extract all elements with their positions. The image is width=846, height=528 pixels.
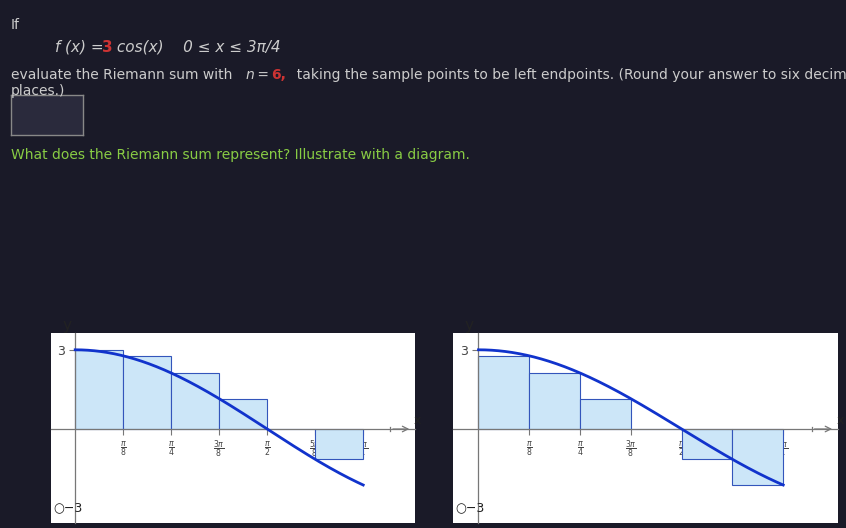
Text: x: x — [836, 414, 843, 427]
Text: ○−3: ○−3 — [53, 502, 82, 515]
Text: places.): places.) — [11, 84, 65, 99]
Bar — [682, 429, 733, 459]
Text: =: = — [253, 68, 273, 82]
Bar — [171, 373, 219, 429]
Bar — [733, 429, 783, 485]
Bar — [479, 356, 530, 429]
Text: y: y — [62, 318, 71, 334]
Text: cos(x)    0 ≤ x ≤ 3π/4: cos(x) 0 ≤ x ≤ 3π/4 — [112, 40, 280, 54]
Text: taking the sample points to be left endpoints. (Round your answer to six decimal: taking the sample points to be left endp… — [288, 68, 846, 82]
Text: x: x — [414, 414, 420, 427]
Text: 6,: 6, — [271, 68, 286, 82]
Text: y: y — [465, 318, 474, 334]
Bar — [580, 399, 631, 429]
Text: What does the Riemann sum represent? Illustrate with a diagram.: What does the Riemann sum represent? Ill… — [11, 148, 470, 162]
Text: n: n — [245, 68, 254, 82]
Text: ○−3: ○−3 — [455, 502, 485, 515]
Text: If: If — [11, 18, 20, 33]
Text: evaluate the Riemann sum with: evaluate the Riemann sum with — [11, 68, 241, 82]
Bar — [219, 399, 267, 429]
Bar — [75, 350, 124, 429]
Text: (x) =: (x) = — [65, 40, 108, 54]
Text: f: f — [55, 40, 60, 54]
Text: 3: 3 — [102, 40, 113, 54]
Bar — [316, 429, 363, 459]
Bar — [530, 373, 580, 429]
Bar — [124, 356, 171, 429]
